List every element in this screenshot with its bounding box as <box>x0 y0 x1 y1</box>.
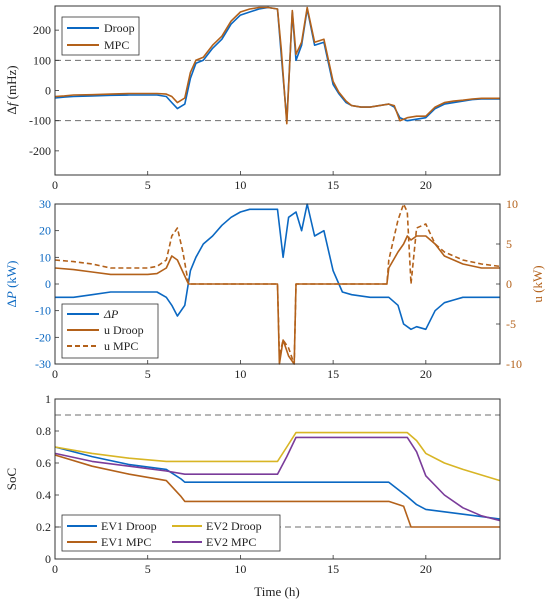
soc-series-ev2-mpc-3 <box>54 436 501 522</box>
soc-legend-label-ev2-droop: EV2 Droop <box>206 519 262 533</box>
power-xticks-label-3: 15 <box>327 367 339 381</box>
power-xticks-label-2: 10 <box>234 367 246 381</box>
soc-legend-label-ev1-droop: EV1 Droop <box>101 519 157 533</box>
power-legend-label-u-mpc: u MPC <box>104 339 138 353</box>
freq-legend-label-droop: Droop <box>104 21 135 35</box>
soc-series-ev1-droop-0 <box>54 446 501 520</box>
power-right-y-ticks: -10 -5 0 5 10 <box>496 197 522 371</box>
freq-reference-lines <box>55 59 500 122</box>
freq-xticks-label-4: 20 <box>420 178 432 192</box>
power-series-group <box>54 203 501 365</box>
soc-panel: 0 5 10 15 20 0 0.2 0.4 0.6 0.8 1 SoC Time (h) EV1… <box>4 392 501 599</box>
power-xticks-label-0: 0 <box>52 367 58 381</box>
power-yticks-right-label-0: -10 <box>506 357 522 371</box>
soc-yticks-label-0: 0 <box>45 552 51 566</box>
power-left-y-ticks: -30 -20 -10 0 10 20 30 <box>35 197 59 371</box>
soc-x-axis-label: Time (h) <box>254 584 299 599</box>
power-legend: ΔP u Droop u MPC <box>61 303 159 359</box>
soc-yticks-label-5: 1 <box>45 392 51 406</box>
power-yticks-left-label-1: -20 <box>35 330 51 344</box>
power-right-y-axis-label: u (kW) <box>530 265 545 302</box>
soc-legend-box <box>61 514 281 552</box>
soc-yticks-label-3: 0.6 <box>36 456 51 470</box>
freq-xticks-label-1: 5 <box>145 178 151 192</box>
power-yticks-left-label-2: -10 <box>35 304 51 318</box>
soc-yticks-label-4: 0.8 <box>36 424 51 438</box>
soc-series-group <box>54 431 501 528</box>
freq-x-ticks: 0 5 10 15 20 <box>52 171 432 192</box>
power-yticks-right-label-2: 0 <box>506 277 512 291</box>
soc-legend: EV1 Droop EV1 MPC EV2 Droop EV2 MPC <box>61 514 281 552</box>
freq-yticks-label-3: 100 <box>33 53 51 67</box>
soc-xticks-label-0: 0 <box>52 562 58 576</box>
power-yticks-right-label-4: 10 <box>506 197 518 211</box>
freq-yticks-label-0: -200 <box>29 144 51 158</box>
soc-series-ev1-mpc-1 <box>54 454 500 528</box>
freq-xticks-label-2: 10 <box>234 178 246 192</box>
power-yticks-left-label-3: 0 <box>45 277 51 291</box>
freq-panel: 0 5 10 15 20 -200 -100 0 100 200 Δf (mHz) Droop … <box>4 5 501 192</box>
soc-series-ev2-droop-2 <box>54 431 501 482</box>
freq-yticks-label-2: 0 <box>45 84 51 98</box>
soc-yticks-label-1: 0.2 <box>36 520 51 534</box>
power-series-u-droop-1 <box>54 235 500 365</box>
freq-y-ticks: -200 -100 0 100 200 <box>29 23 59 158</box>
power-yticks-left-label-4: 10 <box>39 250 51 264</box>
soc-y-ticks: 0 0.2 0.4 0.6 0.8 1 <box>36 392 59 566</box>
freq-legend: Droop MPC <box>61 16 140 56</box>
soc-yticks-label-2: 0.4 <box>36 488 51 502</box>
power-yticks-right-label-3: 5 <box>506 237 512 251</box>
freq-yticks-label-4: 200 <box>33 23 51 37</box>
power-yticks-left-label-5: 20 <box>39 224 51 238</box>
power-x-ticks: 0 5 10 15 20 <box>52 360 432 381</box>
soc-xticks-label-2: 10 <box>234 562 246 576</box>
soc-y-axis-label: SoC <box>4 468 19 490</box>
freq-legend-box <box>61 16 140 56</box>
power-series-u-mpc-2 <box>54 203 501 365</box>
soc-legend-label-ev2-mpc: EV2 MPC <box>206 535 256 549</box>
power-yticks-left-label-0: -30 <box>35 357 51 371</box>
freq-yticks-label-1: -100 <box>29 114 51 128</box>
soc-xticks-label-4: 20 <box>420 562 432 576</box>
soc-xticks-label-3: 15 <box>327 562 339 576</box>
power-series-p-0 <box>55 203 500 331</box>
soc-plot-frame <box>54 398 501 560</box>
power-legend-label-u-droop: u Droop <box>104 323 144 337</box>
power-legend-label-deltap: ΔP <box>103 307 119 321</box>
power-yticks-left-label-6: 30 <box>39 197 51 211</box>
freq-series-mpc-1 <box>54 6 500 125</box>
power-left-y-axis-label: ΔP (kW) <box>4 260 19 307</box>
power-yticks-right-label-1: -5 <box>506 317 516 331</box>
soc-x-ticks: 0 5 10 15 20 <box>52 555 432 576</box>
soc-xticks-label-1: 5 <box>145 562 151 576</box>
power-xticks-label-1: 5 <box>145 367 151 381</box>
freq-xticks-label-3: 15 <box>327 178 339 192</box>
freq-y-axis-label: Δf (mHz) <box>4 65 19 114</box>
soc-legend-label-ev1-mpc: EV1 MPC <box>101 535 151 549</box>
freq-series-group <box>54 6 500 125</box>
power-xticks-label-4: 20 <box>420 367 432 381</box>
freq-xticks-label-0: 0 <box>52 178 58 192</box>
power-panel: 0 5 10 15 20 -30 -20 -10 0 10 20 30 -10 -5 0 5 10 ΔP (… <box>4 197 545 381</box>
freq-legend-label-mpc: MPC <box>104 38 129 52</box>
